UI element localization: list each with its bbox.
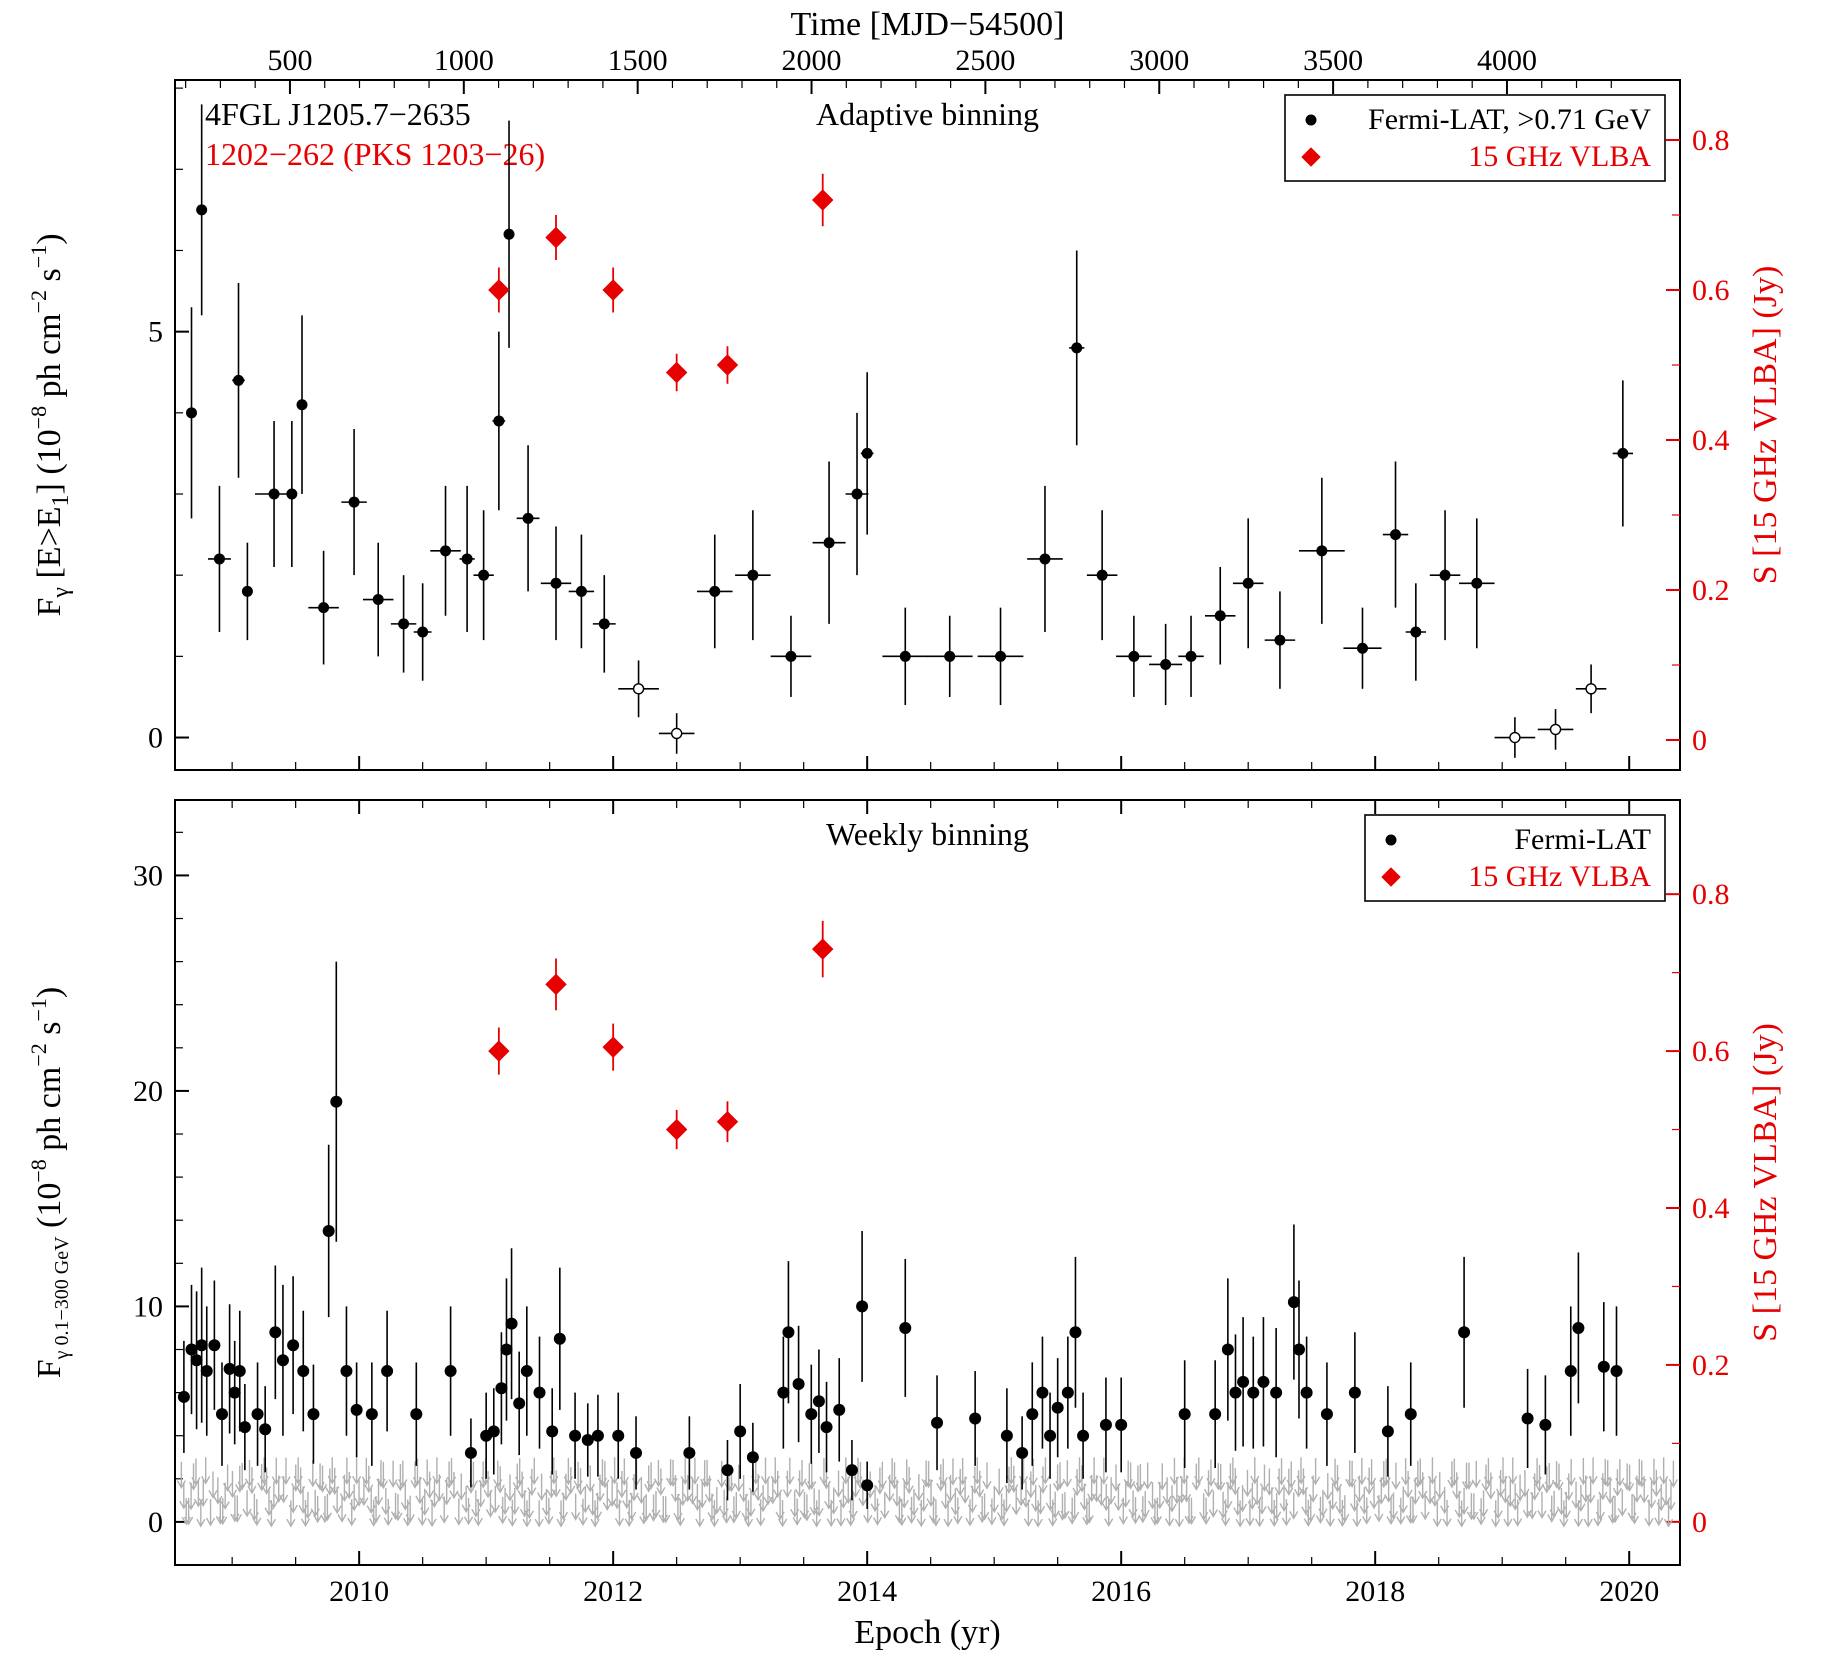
svg-text:2500: 2500: [955, 44, 1015, 77]
svg-text:2012: 2012: [583, 1575, 643, 1608]
svg-text:S [15 GHz VLBA] (Jy): S [15 GHz VLBA] (Jy): [1747, 266, 1784, 585]
panel2-right-axis-label: S [15 GHz VLBA] (Jy): [1747, 1023, 1784, 1342]
svg-text:2020: 2020: [1599, 1575, 1659, 1608]
svg-text:2018: 2018: [1345, 1575, 1405, 1608]
svg-text:Fermi-LAT, >0.71 GeV: Fermi-LAT, >0.71 GeV: [1368, 103, 1651, 136]
svg-text:2016: 2016: [1091, 1575, 1151, 1608]
svg-text:0.4: 0.4: [1692, 1192, 1730, 1225]
radio-id: 1202−262 (PKS 1203−26): [205, 136, 545, 172]
svg-text:0.8: 0.8: [1692, 878, 1730, 911]
svg-text:0: 0: [1692, 1506, 1707, 1539]
top-axis-label: Time [MJD−54500]: [791, 6, 1065, 43]
panel1-left-axis-label: Fγ [E>E1] (10−8 ph cm−2 s−1): [26, 233, 74, 616]
svg-text:0.4: 0.4: [1692, 424, 1730, 457]
svg-text:1000: 1000: [434, 44, 494, 77]
svg-text:0.2: 0.2: [1692, 574, 1730, 607]
svg-text:30: 30: [133, 859, 163, 892]
panel1-title: Adaptive binning: [816, 96, 1039, 132]
svg-text:0: 0: [148, 722, 163, 755]
panel2-title: Weekly binning: [826, 816, 1029, 852]
svg-text:0.8: 0.8: [1692, 124, 1730, 157]
svg-text:0: 0: [1692, 724, 1707, 757]
figure: Time [MJD−54500]500100015002000250030003…: [0, 0, 1826, 1671]
svg-text:0.6: 0.6: [1692, 274, 1730, 307]
svg-text:10: 10: [133, 1290, 163, 1323]
svg-text:4000: 4000: [1477, 44, 1537, 77]
svg-text:3000: 3000: [1129, 44, 1189, 77]
svg-text:S [15 GHz VLBA] (Jy): S [15 GHz VLBA] (Jy): [1747, 1023, 1784, 1342]
svg-text:500: 500: [267, 44, 312, 77]
svg-text:0.2: 0.2: [1692, 1349, 1730, 1382]
svg-text:3500: 3500: [1303, 44, 1363, 77]
svg-text:20: 20: [133, 1075, 163, 1108]
svg-text:15 GHz VLBA: 15 GHz VLBA: [1468, 140, 1651, 173]
svg-text:15 GHz VLBA: 15 GHz VLBA: [1468, 860, 1651, 893]
source-id: 4FGL J1205.7−2635: [205, 96, 471, 132]
panel2-left-axis-label: Fγ 0.1−300 GeV (10−8 ph cm−2 s−1): [26, 987, 73, 1379]
svg-text:2000: 2000: [782, 44, 842, 77]
upper-limits-group: [177, 1457, 1677, 1526]
svg-text:2010: 2010: [329, 1575, 389, 1608]
svg-text:2014: 2014: [837, 1575, 897, 1608]
svg-text:Fermi-LAT: Fermi-LAT: [1514, 823, 1651, 856]
bottom-axis-label: Epoch (yr): [854, 1614, 1000, 1651]
svg-text:1500: 1500: [608, 44, 668, 77]
svg-text:5: 5: [148, 316, 163, 349]
svg-text:Fγ [E>E1] (10−8 ph cm−2 s−1): Fγ [E>E1] (10−8 ph cm−2 s−1): [26, 233, 74, 616]
svg-text:0.6: 0.6: [1692, 1035, 1730, 1068]
svg-text:Fγ 0.1−300 GeV (10−8 ph cm−2 s: Fγ 0.1−300 GeV (10−8 ph cm−2 s−1): [26, 987, 73, 1379]
svg-text:0: 0: [148, 1506, 163, 1539]
panel1-right-axis-label: S [15 GHz VLBA] (Jy): [1747, 266, 1784, 585]
